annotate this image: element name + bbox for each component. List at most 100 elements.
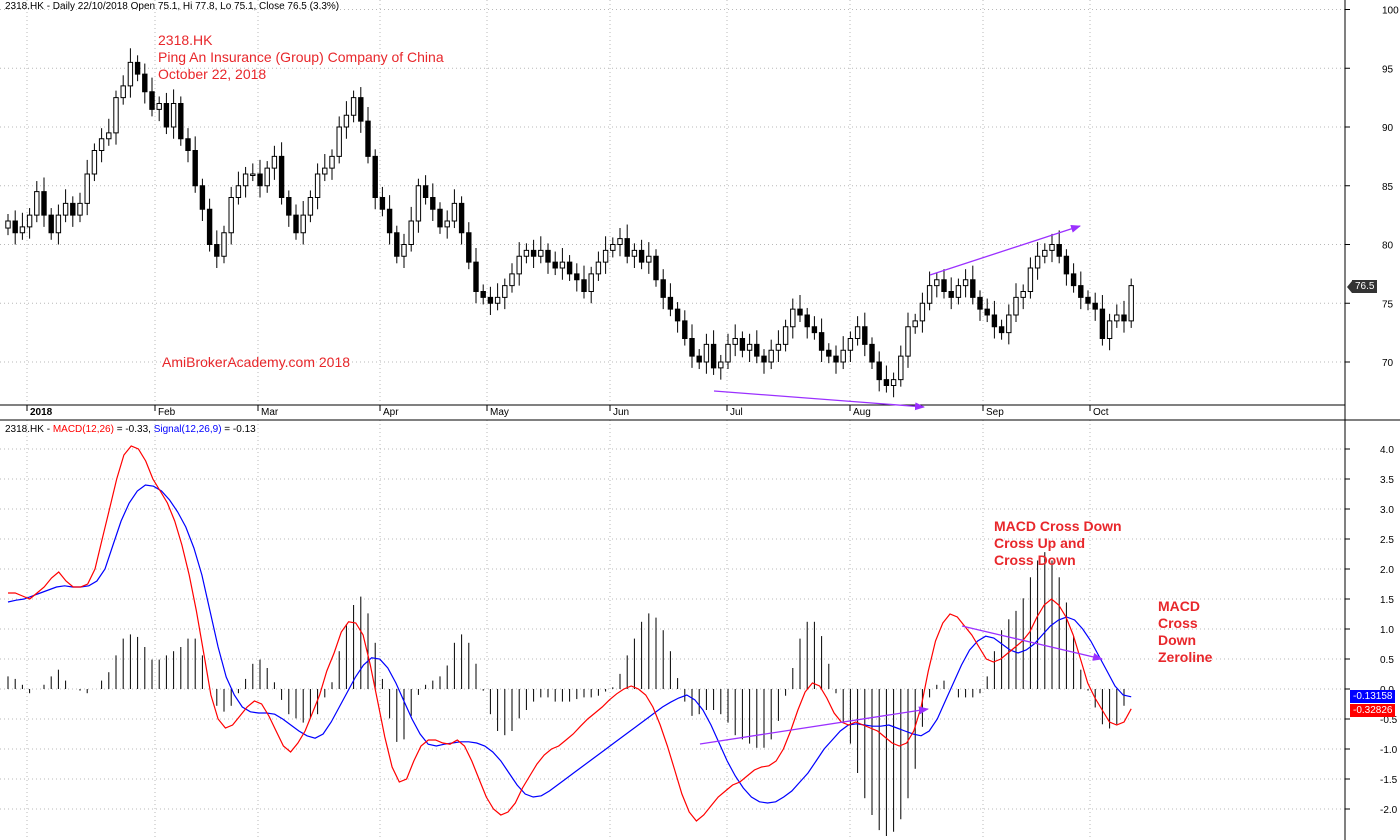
candle-body: [343, 114, 350, 128]
candle-body: [797, 308, 803, 316]
candle-body: [300, 214, 306, 234]
candle-body: [322, 167, 328, 175]
price-arrow-up: [929, 224, 1081, 276]
candle-body: [401, 244, 407, 257]
candle-body: [242, 173, 249, 187]
macd-line: [8, 445, 1132, 822]
macd-header-signal-value: = -0.13: [221, 424, 256, 435]
candle-body: [566, 261, 573, 275]
candle-body: [502, 285, 508, 298]
candle-body: [1128, 285, 1134, 322]
candle-body: [869, 343, 875, 363]
candle-body: [1056, 244, 1062, 257]
candle-body: [264, 167, 270, 187]
close-price-badge: 76.5: [1352, 280, 1378, 293]
candle-body: [473, 261, 479, 292]
candle-body: [890, 379, 897, 386]
candle-body: [127, 61, 134, 87]
candle-body: [257, 173, 263, 187]
candle-body: [451, 202, 458, 222]
candle-body: [775, 343, 782, 351]
month-label: Oct: [1093, 407, 1109, 418]
candle-body: [574, 273, 580, 281]
candle-body: [631, 249, 638, 257]
title-line-company: Ping An Insurance (Group) Company of Chi…: [158, 49, 444, 65]
zeroline-note-line-2: Cross: [1158, 615, 1198, 631]
candle-body: [552, 261, 558, 269]
candle-body: [142, 73, 148, 93]
candle-body: [70, 202, 76, 216]
candle-body: [984, 308, 990, 316]
month-label: Apr: [383, 407, 399, 418]
candle-body: [1049, 244, 1055, 251]
candle-body: [746, 343, 753, 351]
macd-ytick-label: 3.0: [1380, 505, 1394, 516]
candle-body: [480, 291, 486, 298]
candle-body: [372, 155, 378, 198]
candle-body: [1013, 296, 1019, 316]
candle-body: [26, 214, 33, 228]
candle-body: [84, 173, 90, 204]
macd-value-badge: -0.32826: [1350, 704, 1396, 717]
candle-body: [77, 202, 83, 216]
candle-body: [833, 355, 839, 363]
candle-body: [991, 314, 998, 328]
candle-body: [1063, 255, 1070, 275]
macd-ytick-label: 0.5: [1380, 655, 1394, 666]
price-ytick-label: 90: [1382, 123, 1394, 134]
title-line-date: October 22, 2018: [158, 66, 267, 82]
candle-body: [163, 103, 170, 128]
macd-ytick-label: 1.0: [1380, 625, 1394, 636]
cross-note-line-1: MACD Cross Down: [994, 518, 1122, 534]
candle-body: [113, 97, 119, 134]
candle-body: [854, 326, 861, 339]
candle-body: [912, 320, 918, 328]
candle-body: [329, 155, 335, 169]
candle-body: [415, 185, 422, 222]
candle-body: [790, 308, 796, 328]
candle-body: [250, 173, 256, 176]
candle-body: [192, 150, 198, 187]
candle-body: [883, 379, 890, 386]
macd-histogram: [7, 552, 1125, 836]
month-label: May: [490, 407, 509, 418]
candle-body: [1085, 296, 1091, 304]
candle-body: [595, 261, 602, 275]
candle-body: [365, 120, 371, 157]
candle-body: [178, 103, 184, 140]
candle-body: [617, 238, 623, 245]
candle-body: [811, 326, 818, 334]
candle-body: [516, 255, 522, 275]
macd-ytick-label: -0.5: [1380, 715, 1398, 726]
macd-ytick-label: 3.5: [1380, 475, 1394, 486]
candle-body: [350, 97, 357, 116]
candle-body: [538, 249, 544, 257]
candle-body: [98, 138, 105, 151]
candle-body: [458, 202, 465, 234]
price-ytick-label: 75: [1382, 299, 1394, 310]
candle-body: [408, 220, 414, 245]
month-label: 2018: [30, 407, 53, 418]
candle-body: [120, 85, 126, 99]
candle-body: [523, 249, 530, 257]
candle-body: [934, 279, 940, 287]
candle-body: [156, 103, 162, 110]
macd-arrow-down: [961, 625, 1103, 661]
candle-body: [1034, 255, 1041, 269]
candle-body: [646, 255, 652, 263]
candle-body: [5, 220, 11, 229]
macd-ytick-label: -1.5: [1380, 775, 1398, 786]
candle-body: [1020, 291, 1026, 298]
candle-body: [185, 138, 191, 151]
month-label: Jul: [730, 407, 743, 418]
candle-body: [826, 349, 832, 357]
candle-body: [732, 338, 738, 345]
candle-body: [919, 302, 926, 322]
candle-body: [782, 326, 789, 345]
candle-body: [667, 296, 674, 310]
macd-ytick-label: 2.5: [1380, 535, 1394, 546]
macd-grid: [0, 420, 1345, 840]
candle-body: [1099, 308, 1106, 339]
candle-body: [1042, 249, 1048, 257]
candle-body: [1027, 267, 1034, 292]
